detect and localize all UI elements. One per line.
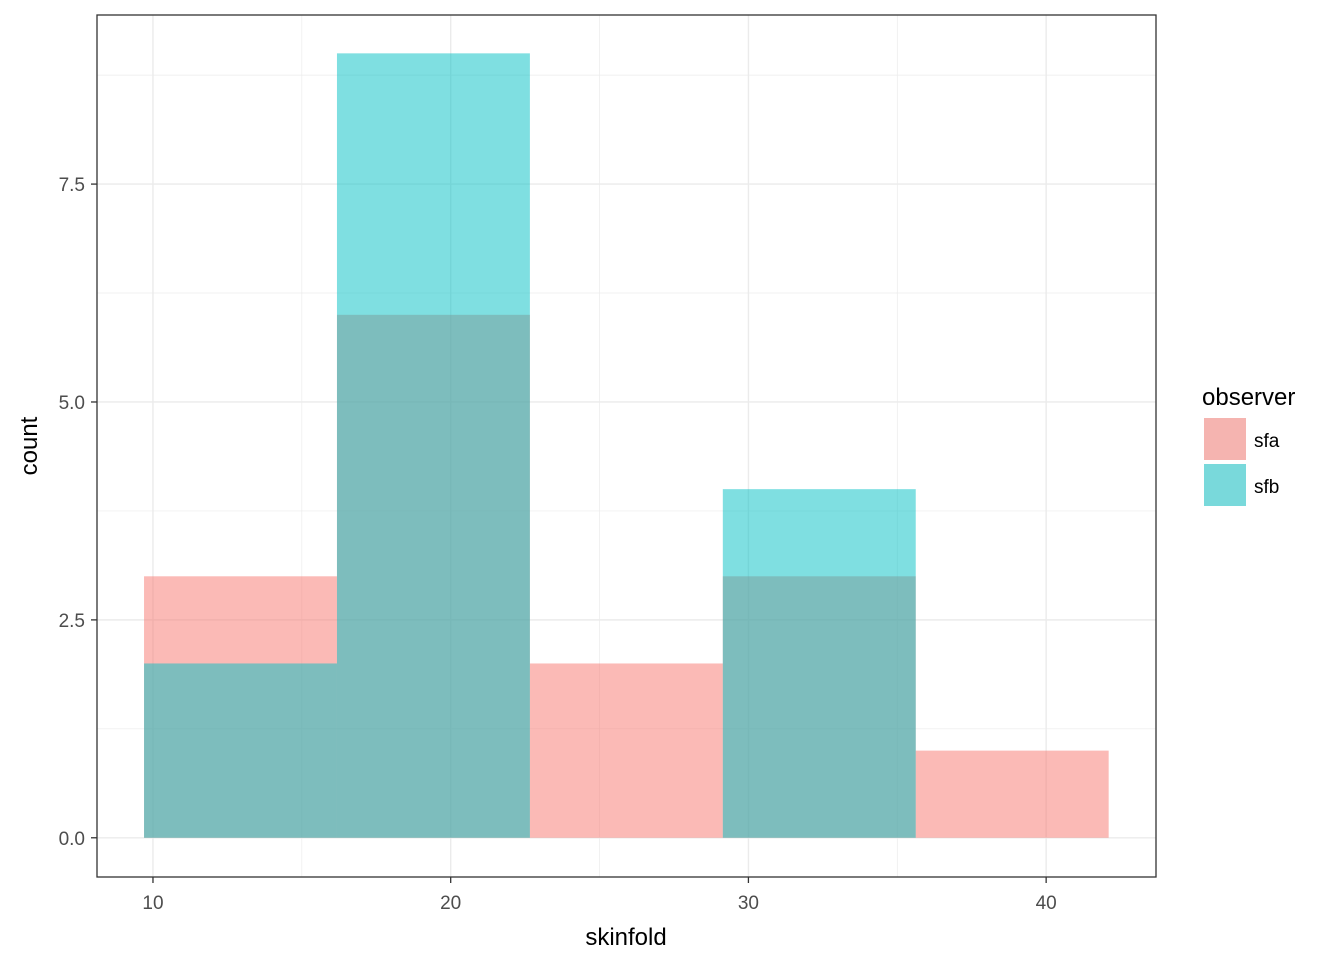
bar-sfa-bin-3 bbox=[529, 663, 723, 838]
x-axis-ticks: 10 20 30 40 bbox=[142, 877, 1057, 914]
panel-border bbox=[96, 14, 1157, 878]
x-tick-label: 40 bbox=[1036, 893, 1057, 914]
legend-label-sfa: sfa bbox=[1254, 431, 1280, 452]
y-axis-title: count bbox=[16, 416, 43, 475]
y-tick-label: 2.5 bbox=[59, 611, 85, 632]
y-tick-label: 7.5 bbox=[59, 175, 85, 196]
bar-sfb-bin-2 bbox=[336, 53, 530, 838]
legend: observer sfa sfb bbox=[1202, 384, 1295, 506]
legend-key-sfa bbox=[1204, 418, 1246, 460]
y-axis-ticks: 0.0 2.5 5.0 7.5 bbox=[59, 175, 97, 850]
bar-sfb-bin-1 bbox=[144, 663, 337, 838]
legend-key-sfb bbox=[1204, 464, 1246, 506]
x-tick-label: 20 bbox=[440, 893, 461, 914]
x-axis-title: skinfold bbox=[585, 924, 666, 951]
bar-sfa-bin-5 bbox=[915, 750, 1109, 838]
y-tick-label: 5.0 bbox=[59, 393, 85, 414]
legend-label-sfb: sfb bbox=[1254, 477, 1279, 498]
bar-sfb-bin-4 bbox=[722, 489, 916, 838]
y-tick-label: 0.0 bbox=[59, 829, 85, 850]
x-tick-label: 10 bbox=[142, 893, 163, 914]
histogram-bars bbox=[144, 53, 1109, 838]
x-tick-label: 30 bbox=[738, 893, 759, 914]
legend-title: observer bbox=[1202, 384, 1295, 411]
